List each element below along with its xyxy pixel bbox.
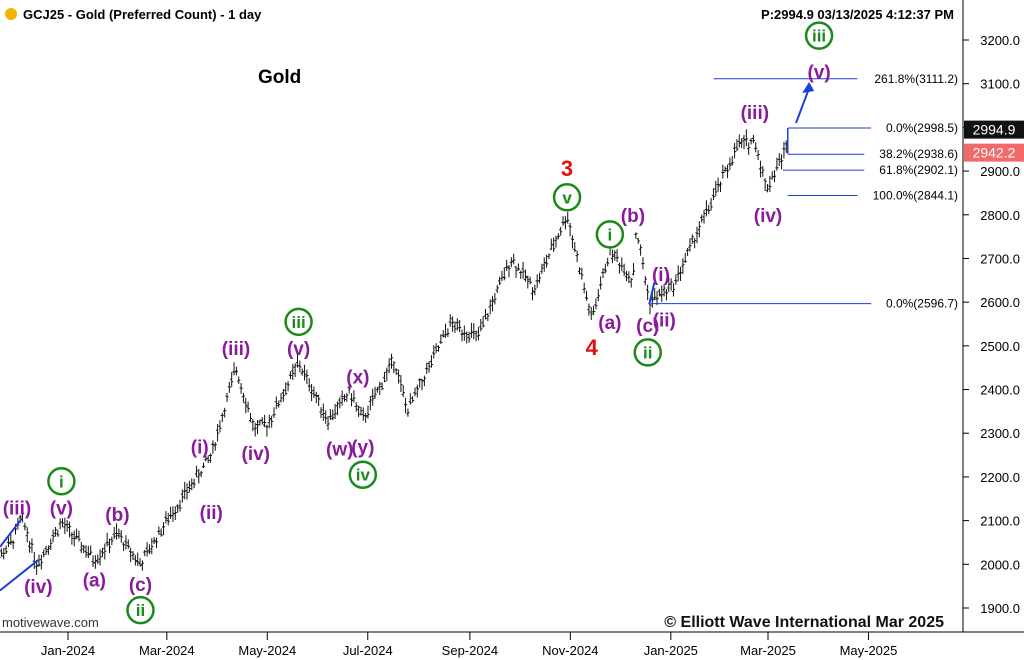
wave-label: (iv): [242, 444, 271, 465]
x-tick-label: May-2024: [238, 643, 296, 658]
y-tick-label: 2000.0: [980, 557, 1020, 572]
channel-line-lower: [0, 559, 39, 592]
wave-label: 3: [561, 156, 573, 181]
y-tick-label: 3200.0: [980, 33, 1020, 48]
wave-label: v: [562, 188, 572, 207]
wave-label: (b): [105, 505, 129, 526]
last-price-label: 2994.9: [973, 122, 1016, 138]
projection-arrow-line: [795, 87, 811, 124]
wave-label: (v): [50, 499, 73, 520]
price-bars: [0, 129, 788, 575]
wave-label-circle: [47, 467, 76, 496]
wave-label: i: [608, 225, 613, 244]
wave-label: (w): [326, 440, 353, 461]
wave-label: (ii): [200, 503, 223, 524]
y-tick-label: 2500.0: [980, 339, 1020, 354]
wave-label: (iv): [24, 577, 53, 598]
wave-label: i: [59, 472, 64, 491]
price-tags: 2994.9 2942.2: [964, 120, 1024, 162]
projection-arrow-head-icon: [802, 82, 815, 94]
wave-label-circle: [284, 307, 313, 337]
y-tick-label: 2900.0: [980, 164, 1020, 179]
wave-label: (v): [807, 62, 830, 83]
wave-ii-connector: [648, 282, 656, 305]
wave-label-circle: [552, 183, 582, 212]
x-tick-label: May-2025: [840, 643, 898, 658]
wave-label: (v): [287, 339, 310, 360]
wave-label: (iii): [222, 339, 251, 360]
fib-level-label: 61.8%(2902.1): [879, 163, 958, 177]
fibonacci-levels: 261.8%(3111.2) 0.0%(2998.5) 38.2%(2938.6) 6…: [651, 72, 958, 311]
x-tick-label: Jul-2024: [343, 643, 393, 658]
x-tick-label: Jan-2024: [41, 643, 95, 658]
wave-label: (y): [351, 437, 374, 458]
fib-level-label: 261.8%(3111.2): [874, 72, 958, 86]
wave-label: ii: [643, 343, 652, 362]
ewi-copyright: © Elliott Wave International Mar 2025: [664, 614, 944, 631]
wave-label: (ii): [653, 311, 676, 332]
wave-label-circle: [804, 21, 834, 50]
fib-level-label: 0.0%(2596.7): [886, 297, 958, 311]
wave-label-circle: [348, 460, 378, 489]
wave-label: iii: [812, 27, 826, 46]
fib-level-label: 0.0%(2998.5): [886, 121, 958, 135]
wave-label: ii: [136, 601, 145, 620]
y-tick-label: 3100.0: [980, 77, 1020, 92]
y-tick-label: 1900.0: [980, 601, 1020, 616]
fib-level-label: 38.2%(2938.6): [879, 147, 958, 161]
y-tick-label: 2400.0: [980, 383, 1020, 398]
y-tick-label: 2200.0: [980, 470, 1020, 485]
y-tick-label: 2100.0: [980, 514, 1020, 529]
y-axis-ticks: 3200.03100.03000.02900.02800.02700.02600…: [963, 33, 1020, 616]
wave-label-circle: [633, 338, 663, 367]
wave-label: (b): [621, 206, 645, 227]
wave-label: (iii): [741, 103, 770, 124]
x-tick-label: Jan-2025: [644, 643, 698, 658]
logo-dot-icon: [5, 8, 17, 20]
x-tick-label: Sep-2024: [442, 643, 498, 658]
wave-label: (x): [346, 367, 369, 388]
symbol-title: GCJ25 - Gold (Preferred Count) - 1 day: [23, 7, 262, 22]
wave-label: 4: [586, 335, 599, 360]
y-tick-label: 2800.0: [980, 208, 1020, 223]
wave-label-circle: [595, 220, 625, 249]
wave-label: (iv): [754, 206, 783, 227]
y-tick-label: 2300.0: [980, 426, 1020, 441]
x-axis-ticks: Jan-2024 Mar-2024 May-2024 Jul-2024 Sep-2024…: [41, 632, 897, 658]
wave-label: (i): [191, 437, 209, 458]
y-tick-label: 2600.0: [980, 295, 1020, 310]
wave-label: iii: [292, 313, 306, 332]
bid-price-tag: [964, 143, 1024, 162]
bid-price-label: 2942.2: [973, 145, 1016, 161]
x-tick-label: Nov-2024: [542, 643, 598, 658]
wave-channel-lines: [0, 82, 815, 592]
fib-level-label: 100.0%(2844.1): [873, 189, 958, 203]
wave-label: (a): [598, 313, 621, 334]
chart-title: Gold: [258, 67, 301, 88]
channel-line-upper: [0, 517, 23, 548]
wave-label: (i): [652, 265, 670, 286]
wave-label: (a): [83, 571, 106, 592]
wave-label: iv: [356, 466, 371, 485]
motivewave-watermark: motivewave.com: [2, 615, 99, 630]
price-time-readout: P:2994.9 03/13/2025 4:12:37 PM: [761, 7, 954, 22]
wave-label: (c): [636, 316, 659, 337]
last-price-tag: [964, 120, 1024, 139]
wave-labels: (iii) i (v) (iv) (a) (b) (c) ii (i) (ii) (iii) (iv)…: [3, 21, 834, 625]
wave-label: (iii): [3, 499, 32, 520]
wave-label: (c): [129, 575, 152, 596]
wave-label-circle: [126, 595, 155, 625]
x-tick-label: Mar-2024: [139, 643, 195, 658]
y-tick-label: 2700.0: [980, 251, 1020, 266]
x-tick-label: Mar-2025: [740, 643, 796, 658]
